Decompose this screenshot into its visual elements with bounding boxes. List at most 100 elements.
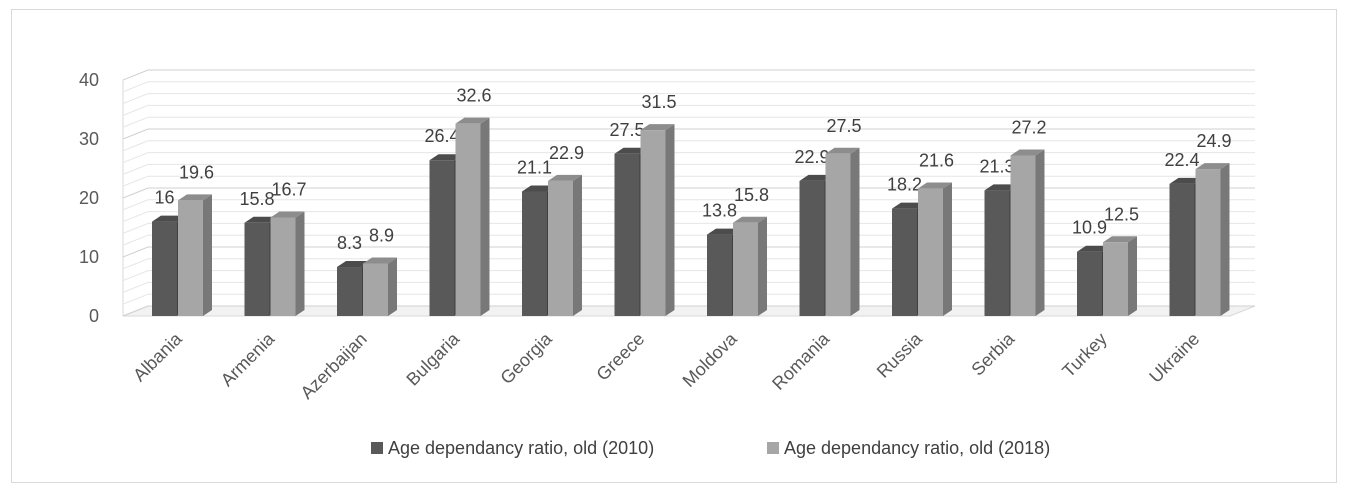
minor-gridline [122, 116, 1255, 128]
bar-top [152, 215, 186, 222]
minor-gridline [122, 104, 1255, 116]
minor-gridline [122, 234, 1255, 246]
bar-top [1077, 245, 1111, 252]
legend-swatch [767, 442, 779, 454]
minor-gridline [122, 281, 1255, 293]
x-tick-label: Romania [768, 328, 834, 394]
data-label: 15.8 [239, 189, 274, 209]
bar-top [178, 194, 212, 201]
bar [178, 200, 203, 316]
data-label: 27.5 [826, 116, 861, 136]
data-label: 22.9 [794, 147, 829, 167]
data-label: 27.2 [1011, 118, 1046, 138]
bar-top [707, 228, 741, 235]
minor-gridline [122, 222, 1255, 234]
bar [1169, 183, 1195, 316]
data-label: 8.9 [369, 225, 394, 245]
bar [614, 153, 640, 316]
data-label: 24.9 [1196, 131, 1231, 151]
legend-swatch [371, 442, 383, 454]
data-label: 19.6 [179, 162, 214, 182]
bar-top [363, 257, 397, 264]
x-tick-label: Bulgaria [402, 328, 464, 390]
data-label: 32.6 [456, 86, 491, 106]
data-label: 31.5 [641, 92, 676, 112]
minor-gridline [122, 163, 1255, 175]
data-label: 22.4 [1164, 150, 1199, 170]
data-label: 26.4 [424, 126, 459, 146]
bar-top [1169, 177, 1204, 184]
bar-side [1220, 163, 1230, 316]
bar-top [984, 184, 1019, 191]
data-label: 15.8 [734, 185, 769, 205]
bar [548, 180, 573, 316]
data-label: 12.5 [1104, 204, 1139, 224]
x-tick-label: Turkey [1058, 329, 1111, 382]
bar-top [548, 174, 582, 181]
bar [707, 234, 732, 316]
data-label: 27.5 [609, 120, 644, 140]
bar [522, 191, 547, 316]
bar [429, 160, 455, 316]
bar-side [573, 174, 582, 316]
minor-gridline [122, 152, 1255, 164]
major-gridline [122, 246, 1255, 258]
bar-top [270, 211, 305, 218]
major-gridline [122, 69, 1255, 81]
bar-top [733, 216, 767, 223]
data-label: 8.3 [337, 233, 362, 253]
x-tick-label: Russia [873, 328, 927, 382]
data-label: 10.9 [1072, 218, 1107, 238]
bar [363, 263, 388, 316]
legend-label: Age dependancy ratio, old (2010) [388, 438, 654, 458]
data-label: 18.2 [887, 175, 922, 195]
y-tick-label: 10 [79, 247, 99, 267]
major-gridline [122, 128, 1255, 140]
major-gridline [122, 187, 1255, 199]
bar-side [758, 216, 767, 316]
bar-top [614, 147, 649, 154]
bar-top [799, 174, 834, 181]
bar-top [244, 216, 279, 223]
bar-top [918, 182, 952, 189]
y-tick-label: 40 [79, 70, 99, 90]
legend-label: Age dependancy ratio, old (2018) [784, 438, 1050, 458]
y-tick-label: 30 [79, 129, 99, 149]
bar [1010, 155, 1036, 316]
x-tick-label: Serbia [967, 328, 1019, 380]
minor-gridline [122, 140, 1255, 152]
bar-top [429, 154, 464, 161]
bar-side [295, 211, 305, 316]
bar-top [1010, 149, 1045, 156]
data-label: 16.7 [271, 179, 306, 199]
bar-top [892, 202, 926, 209]
minor-gridline [122, 258, 1255, 270]
data-label: 13.8 [702, 201, 737, 221]
bar [1103, 242, 1128, 316]
bar [640, 130, 666, 316]
y-tick-label: 0 [89, 306, 99, 326]
minor-gridline [122, 93, 1255, 105]
y-tick-label: 20 [79, 188, 99, 208]
data-label: 21.6 [919, 151, 954, 171]
x-tick-label: Georgia [496, 328, 556, 388]
bar-top [640, 124, 675, 131]
bar-side [480, 117, 490, 316]
bar [337, 267, 362, 316]
bar [825, 153, 851, 316]
minor-gridline [122, 175, 1255, 187]
bar [733, 222, 758, 316]
bar [1195, 169, 1221, 316]
bar-top [1103, 236, 1137, 243]
bar [244, 222, 270, 316]
bar [918, 188, 943, 316]
bar-top [522, 185, 556, 192]
x-tick-label: Ukraine [1145, 329, 1203, 387]
x-tick-label: Moldova [679, 328, 742, 391]
minor-gridline [122, 293, 1255, 305]
x-tick-label: Armenia [217, 328, 279, 390]
major-gridline [122, 305, 1255, 317]
bar-side [1035, 149, 1045, 316]
bar-side [203, 194, 212, 316]
bar [984, 190, 1010, 316]
